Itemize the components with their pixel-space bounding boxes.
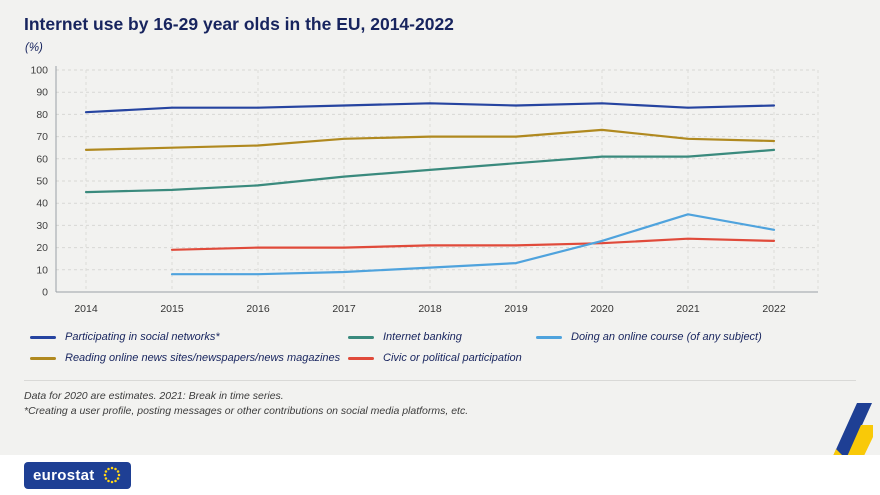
legend-item-online-news: Reading online news sites/newspapers/new…	[30, 352, 348, 364]
svg-text:50: 50	[36, 176, 48, 188]
svg-text:40: 40	[36, 198, 48, 210]
eurostat-logo: eurostat	[24, 461, 131, 489]
svg-text:2021: 2021	[676, 303, 700, 315]
legend-swatch-social-networks	[30, 335, 56, 339]
footer-bar: eurostat	[0, 455, 880, 495]
legend-label-online-news: Reading online news sites/newspapers/new…	[65, 352, 341, 364]
legend-item-online-course: Doing an online course (of any subject)	[536, 331, 880, 343]
legend: Participating in social networks* Intern…	[30, 331, 880, 364]
legend-item-civic-participation: Civic or political participation	[348, 352, 536, 364]
legend-label-social-networks: Participating in social networks*	[65, 331, 220, 343]
svg-text:90: 90	[36, 87, 48, 99]
line-chart: 0 10 20 30 40 50 60 70 80 90 100 2014 2015 2016 2017 20…	[30, 65, 819, 315]
footnote-line-2: *Creating a user profile, posting messag…	[24, 405, 469, 418]
legend-swatch-online-news	[30, 356, 56, 360]
chart-header: Internet use by 16-29 year olds in the E…	[0, 0, 880, 54]
svg-text:80: 80	[36, 109, 48, 121]
legend-item-social-networks: Participating in social networks*	[30, 331, 348, 343]
page-title: Internet use by 16-29 year olds in the E…	[24, 14, 454, 34]
legend-label-civic-participation: Civic or political participation	[383, 352, 522, 364]
legend-label-online-course: Doing an online course (of any subject)	[571, 331, 762, 343]
svg-text:2014: 2014	[74, 303, 98, 315]
footnotes: Data for 2020 are estimates. 2021: Break…	[24, 380, 856, 419]
legend-swatch-civic-participation	[348, 356, 374, 360]
legend-swatch-internet-banking	[348, 335, 374, 339]
legend-swatch-online-course	[536, 335, 562, 339]
eu-stars-icon	[103, 466, 120, 484]
svg-text:2020: 2020	[590, 303, 614, 315]
svg-text:2016: 2016	[246, 303, 270, 315]
footnote-line-1: Data for 2020 are estimates. 2021: Break…	[24, 390, 284, 402]
svg-text:70: 70	[36, 131, 48, 143]
svg-text:2022: 2022	[762, 303, 786, 315]
svg-text:30: 30	[36, 220, 48, 232]
legend-item-internet-banking: Internet banking	[348, 331, 536, 343]
chart-area: 0 10 20 30 40 50 60 70 80 90 100 2014 2015 2016 2017 20…	[18, 60, 880, 327]
svg-text:20: 20	[36, 242, 48, 254]
svg-text:2017: 2017	[332, 303, 356, 315]
svg-text:100: 100	[30, 65, 48, 77]
svg-text:0: 0	[42, 287, 48, 299]
svg-text:2018: 2018	[418, 303, 442, 315]
svg-text:10: 10	[36, 264, 48, 276]
chart-subtitle: (%)	[25, 42, 43, 54]
svg-text:60: 60	[36, 153, 48, 165]
svg-text:2019: 2019	[504, 303, 528, 315]
svg-text:2015: 2015	[160, 303, 184, 315]
eurostat-logo-text: eurostat	[33, 466, 95, 484]
legend-label-internet-banking: Internet banking	[383, 331, 462, 343]
